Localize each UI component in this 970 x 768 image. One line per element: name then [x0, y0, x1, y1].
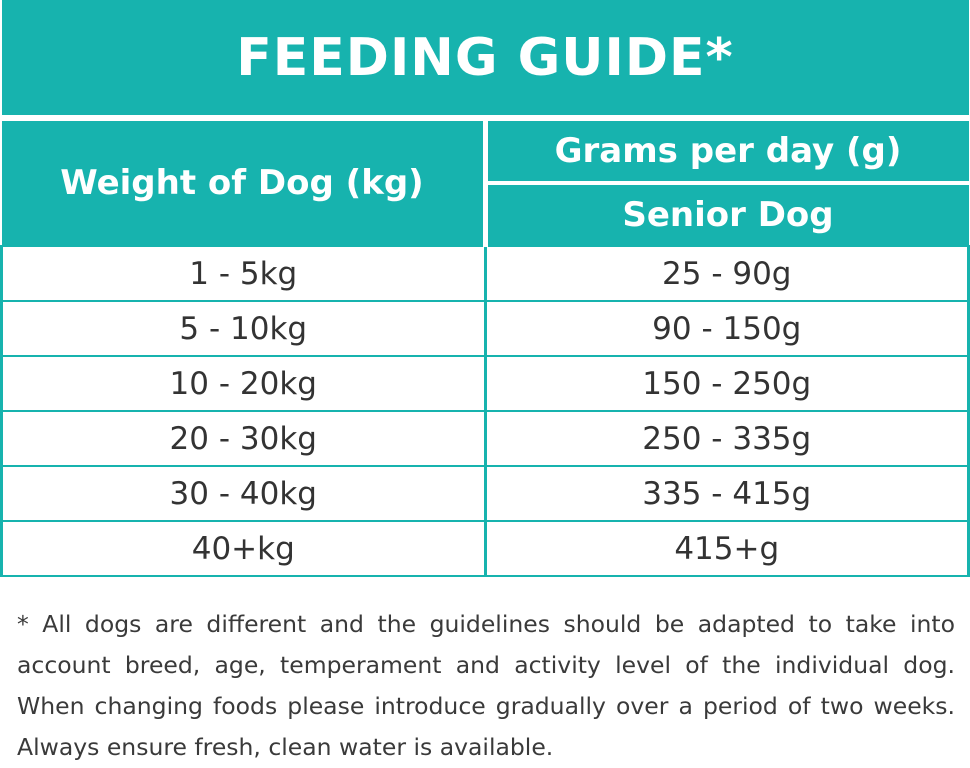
table-row: 10 - 20kg 150 - 250g: [0, 355, 970, 412]
footnote-line: When changing foods please introduce gra…: [17, 692, 955, 720]
page-title: FEEDING GUIDE*: [1, 0, 969, 121]
senior-dog-subheader: Senior Dog: [485, 183, 969, 246]
title-row: FEEDING GUIDE*: [1, 0, 969, 121]
grams-cell: 25 - 90g: [483, 245, 970, 302]
feeding-guide-table: FEEDING GUIDE* Weight of Dog (kg) Grams …: [0, 0, 970, 577]
weight-column-header: Weight of Dog (kg): [1, 118, 488, 246]
footnote-line: account breed, age, temperament and acti…: [17, 651, 955, 679]
grams-cell: 150 - 250g: [483, 355, 970, 412]
table-row: 40+kg 415+g: [0, 520, 970, 577]
grams-cell: 415+g: [483, 520, 970, 577]
grams-column-header: Grams per day (g): [485, 118, 969, 185]
header-row-bottom: Senior Dog: [2, 183, 969, 246]
footnote-line: * All dogs are different and the guideli…: [17, 610, 955, 638]
weight-cell: 1 - 5kg: [0, 245, 486, 302]
table-row: 20 - 30kg 250 - 335g: [0, 410, 970, 467]
weight-cell: 30 - 40kg: [0, 465, 486, 522]
weight-cell: 10 - 20kg: [0, 355, 486, 412]
weight-cell: 5 - 10kg: [0, 300, 486, 357]
weight-cell: 40+kg: [0, 520, 486, 577]
table-row: 30 - 40kg 335 - 415g: [0, 465, 970, 522]
header-row-top: Weight of Dog (kg) Grams per day (g): [1, 118, 969, 246]
table-row: 1 - 5kg 25 - 90g: [0, 245, 970, 302]
grams-cell: 335 - 415g: [483, 465, 970, 522]
weight-cell: 20 - 30kg: [0, 410, 486, 467]
footnote-line: Always ensure fresh, clean water is avai…: [17, 733, 554, 761]
footnote: * All dogs are different and the guideli…: [17, 604, 955, 768]
table-row: 5 - 10kg 90 - 150g: [0, 300, 970, 357]
grams-cell: 250 - 335g: [483, 410, 970, 467]
grams-cell: 90 - 150g: [483, 300, 970, 357]
